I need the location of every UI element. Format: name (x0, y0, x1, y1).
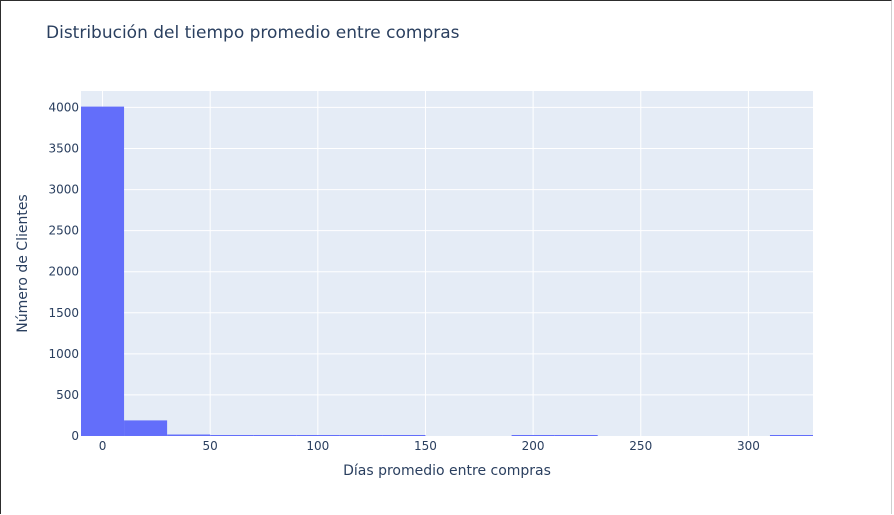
y-tick-label: 3500 (48, 142, 79, 156)
histogram-bar[interactable] (167, 434, 211, 436)
histogram-bar[interactable] (253, 435, 297, 436)
histogram-bar[interactable] (382, 435, 426, 436)
histogram-bar[interactable] (511, 435, 555, 436)
histogram-bar[interactable] (210, 435, 254, 436)
histogram-bar[interactable] (554, 435, 598, 436)
x-tick-label: 250 (629, 439, 652, 453)
x-tick-label: 100 (306, 439, 329, 453)
x-tick-label: 150 (414, 439, 437, 453)
y-tick-label: 3000 (48, 183, 79, 197)
y-tick-label: 1500 (48, 306, 79, 320)
x-tick-label: 200 (522, 439, 545, 453)
y-axis-title: Número de Clientes (15, 194, 31, 332)
y-tick-label: 1000 (48, 347, 79, 361)
chart-title: Distribución del tiempo promedio entre c… (46, 23, 460, 43)
histogram-bar[interactable] (81, 106, 125, 436)
x-tick-label: 300 (737, 439, 760, 453)
histogram-bar[interactable] (769, 435, 813, 436)
y-tick-label: 0 (71, 429, 79, 443)
y-tick-label: 500 (56, 388, 79, 402)
histogram-bar[interactable] (296, 435, 340, 436)
plot-background (81, 91, 813, 436)
x-tick-label: 0 (99, 439, 107, 453)
histogram-bar[interactable] (124, 420, 168, 436)
histogram-bar[interactable] (339, 435, 383, 436)
x-axis-title: Días promedio entre compras (343, 463, 551, 479)
x-tick-label: 50 (203, 439, 218, 453)
y-tick-label: 2500 (48, 224, 79, 238)
y-tick-label: 2000 (48, 265, 79, 279)
y-tick-label: 4000 (48, 100, 79, 114)
